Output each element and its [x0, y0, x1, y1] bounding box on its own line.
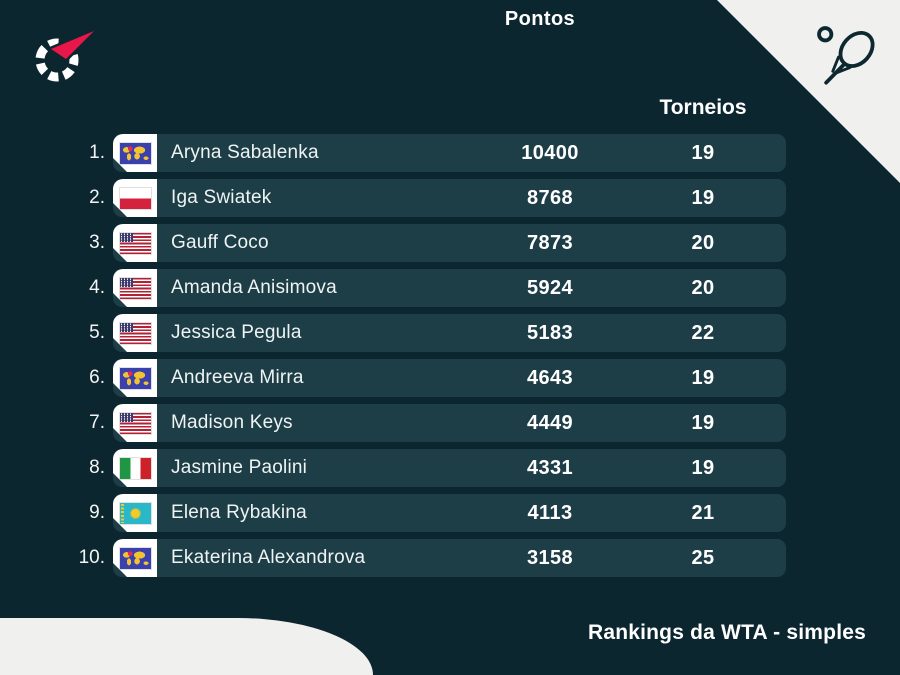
flag-box: [113, 494, 157, 532]
player-name: Aryna Sabalenka: [171, 142, 319, 163]
player-name: Amanda Anisimova: [171, 277, 337, 298]
column-header-tournaments: Torneios: [659, 96, 747, 119]
column-header-points: Pontos: [504, 8, 576, 30]
table-row: 8. Jasmine Paolini 4331 19: [89, 449, 786, 487]
points-value: 5924: [526, 277, 574, 299]
table-row: 2. Iga Swiatek 8768 19: [89, 179, 786, 217]
table-row: 3. Gauff Coco 7873 20: [89, 224, 786, 262]
kaz-flag-icon: [120, 503, 151, 524]
tournaments-value: 22: [691, 322, 715, 344]
player-name: Ekaterina Alexandrova: [171, 547, 366, 568]
player-name: Jasmine Paolini: [171, 457, 308, 478]
rank-label: 4.: [89, 277, 105, 298]
flag-box: [113, 224, 157, 262]
pol-flag-icon: [120, 188, 151, 209]
player-name: Jessica Pegula: [171, 322, 302, 343]
rank-label: 7.: [89, 412, 105, 433]
tournaments-value: 25: [691, 547, 715, 569]
world-flag-icon: [120, 143, 151, 164]
corner-bottom-left: [0, 618, 373, 675]
tournaments-value: 19: [691, 142, 715, 164]
tournaments-value: 19: [691, 367, 715, 389]
points-value: 4331: [526, 457, 574, 479]
rank-label: 9.: [89, 502, 105, 523]
points-value: 10400: [521, 142, 579, 164]
flag-box: [113, 449, 157, 487]
caption: Rankings da WTA - simples: [587, 621, 866, 644]
table-row: 5. Jessica Pegula 5183 22: [89, 314, 786, 352]
flag-box: [113, 179, 157, 217]
table-row: 7. Madison Keys 4449 19: [89, 404, 786, 442]
world-flag-icon: [120, 548, 151, 569]
player-name: Iga Swiatek: [171, 187, 272, 208]
tournaments-value: 19: [691, 412, 715, 434]
points-value: 4643: [526, 367, 574, 389]
points-value: 8768: [526, 187, 574, 209]
rank-label: 5.: [89, 322, 105, 343]
usa-flag-icon: [120, 413, 151, 434]
points-value: 4449: [526, 412, 574, 434]
table-row: 6. Andreeva Mirra 4643 19: [89, 359, 786, 397]
rank-label: 6.: [89, 367, 105, 388]
points-value: 5183: [526, 322, 574, 344]
tournaments-value: 20: [691, 232, 715, 254]
flag-box: [113, 404, 157, 442]
tournaments-value: 21: [691, 502, 715, 524]
points-value: 4113: [527, 502, 573, 524]
tournaments-value: 19: [691, 187, 715, 209]
player-name: Elena Rybakina: [171, 502, 307, 523]
world-flag-icon: [120, 368, 151, 389]
flag-box: [113, 314, 157, 352]
table-row: 9. Elena Rybakina 4113 21: [89, 494, 786, 532]
usa-flag-icon: [120, 233, 151, 254]
table-row: 4. Amanda Anisimova 5924 20: [89, 269, 786, 307]
rank-label: 2.: [89, 187, 105, 208]
player-name: Gauff Coco: [171, 232, 269, 253]
usa-flag-icon: [120, 278, 151, 299]
tournaments-value: 20: [691, 277, 715, 299]
tennis-racket-icon: [817, 26, 875, 85]
rank-label: 1.: [89, 142, 105, 163]
flag-box: [113, 269, 157, 307]
table-row: 1. Aryna Sabalenka 10400 19: [89, 134, 786, 172]
flag-box: [113, 134, 157, 172]
flag-box: [113, 359, 157, 397]
rank-label: 8.: [89, 457, 105, 478]
player-name: Madison Keys: [171, 412, 293, 433]
player-name: Andreeva Mirra: [171, 367, 304, 388]
rank-label: 10.: [78, 547, 105, 568]
points-value: 7873: [526, 232, 574, 254]
tournaments-value: 19: [691, 457, 715, 479]
ita-flag-icon: [120, 458, 151, 479]
rank-label: 3.: [89, 232, 105, 253]
flag-box: [113, 539, 157, 577]
usa-flag-icon: [120, 323, 151, 344]
table-row: 10. Ekaterina Alexandrova 3158 25: [79, 539, 786, 577]
points-value: 3158: [526, 547, 574, 569]
flashscore-logo-icon: [35, 28, 96, 82]
